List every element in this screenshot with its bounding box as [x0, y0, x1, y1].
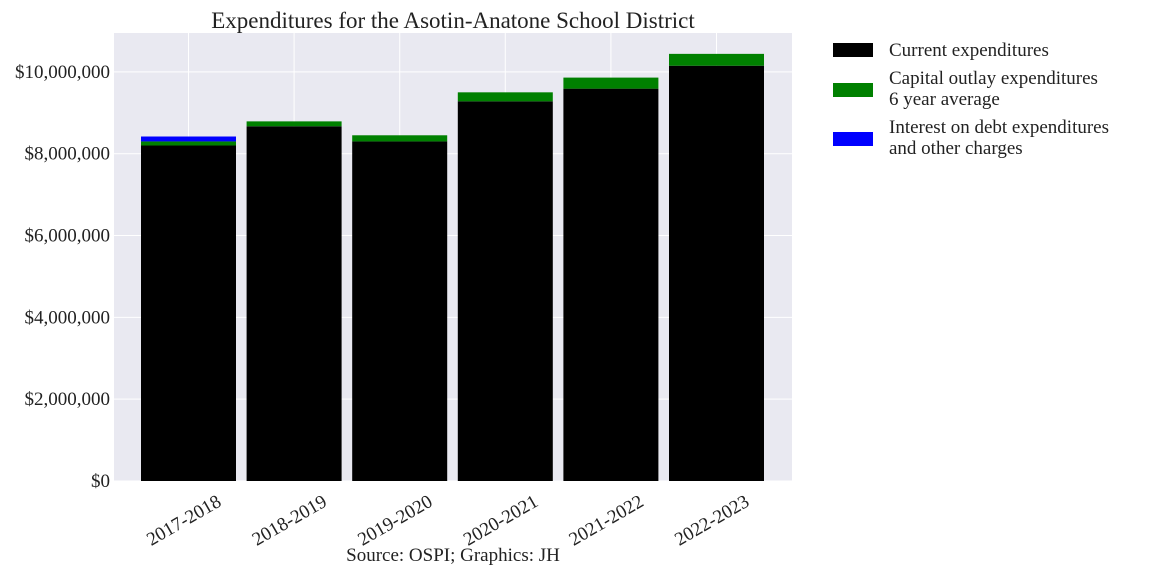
source-note: Source: OSPI; Graphics: JH — [346, 545, 560, 566]
legend-swatch — [833, 43, 873, 57]
x-tick-label: 2021-2022 — [566, 491, 648, 550]
bar-segment — [246, 126, 342, 481]
bar-segment — [352, 135, 448, 142]
legend-swatch — [833, 83, 873, 97]
x-tick-labels: 2017-2018 2018-2019 2019-2020 2020-2021 2021… — [143, 491, 753, 550]
bar-segment — [352, 141, 448, 481]
bar-segment — [141, 141, 236, 146]
bar-segment — [563, 77, 659, 89]
bar-segment — [141, 136, 236, 142]
bars — [141, 53, 764, 482]
bar-segment — [669, 53, 764, 66]
y-tick-label: $8,000,000 — [25, 144, 111, 165]
bar-segment — [141, 145, 236, 481]
y-tick-labels: $0 $2,000,000 $4,000,000 $6,000,000 $8,000,0… — [15, 62, 110, 492]
x-tick-label: 2020-2021 — [460, 491, 542, 550]
y-tick-label: $0 — [91, 471, 110, 492]
y-tick-label: $4,000,000 — [25, 307, 111, 328]
x-tick-label: 2019-2020 — [354, 491, 436, 550]
legend-label: Current expenditures — [889, 40, 1049, 61]
chart-title: Expenditures for the Asotin-Anatone Scho… — [211, 8, 695, 33]
y-tick-label: $6,000,000 — [25, 226, 111, 247]
bar-segment — [457, 101, 553, 482]
legend-label: Interest on debt expenditures and other c… — [889, 117, 1109, 159]
legend-label: Capital outlay expenditures 6 year averag… — [889, 68, 1098, 110]
x-tick-label: 2017-2018 — [143, 491, 225, 550]
y-tick-label: $2,000,000 — [25, 389, 111, 410]
bar-segment — [246, 121, 342, 127]
legend-swatch — [833, 132, 873, 146]
x-tick-label: 2018-2019 — [249, 491, 331, 550]
bar-segment — [563, 88, 659, 482]
y-tick-label: $10,000,000 — [15, 62, 110, 83]
x-tick-label: 2022-2023 — [671, 491, 753, 550]
legend: Current expenditures Capital outlay expen… — [833, 40, 1109, 159]
bar-segment — [669, 65, 764, 481]
bar-segment — [457, 92, 553, 102]
